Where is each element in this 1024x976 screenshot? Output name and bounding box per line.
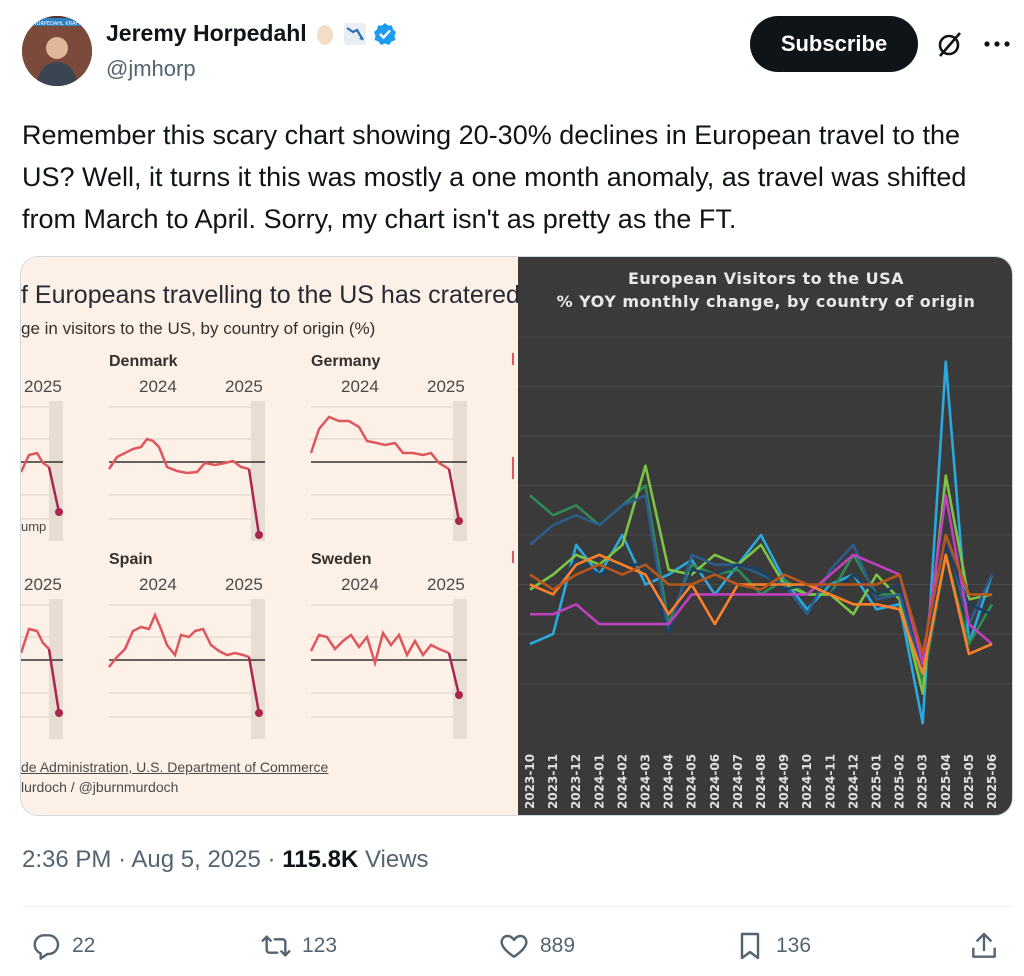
- separator: ·: [118, 846, 132, 873]
- x-tick-label: 2025-03: [916, 754, 930, 809]
- ft-year-label: 2025: [225, 377, 263, 396]
- repost-button[interactable]: 123: [260, 930, 337, 962]
- x-tick-label: 2025-01: [870, 754, 884, 809]
- ft-year-label: 2024: [341, 377, 379, 396]
- chart-decreasing-emoji-icon: [343, 22, 367, 46]
- like-count: 889: [540, 934, 576, 957]
- bookmark-button[interactable]: 136: [734, 930, 811, 962]
- series-line-5: [529, 543, 993, 666]
- ft-year-label: 2024: [139, 575, 177, 594]
- share-icon: [972, 932, 996, 958]
- x-tick-label: 2025-05: [962, 754, 976, 809]
- ft-note: ump: [21, 519, 47, 534]
- ft-year-label: 2025: [225, 575, 263, 594]
- action-bar: 22 123 889 136: [22, 930, 1012, 970]
- ft-year-label: 2025: [427, 377, 465, 396]
- egg-emoji-icon: [313, 22, 337, 46]
- x-tick-label: 2023-11: [546, 754, 560, 809]
- ft-year-label: 2025: [427, 575, 465, 594]
- series-line-6: [530, 494, 993, 666]
- repost-count: 123: [302, 934, 338, 957]
- bookmark-icon: [740, 932, 760, 960]
- x-tick-label: 2023-10: [523, 754, 537, 809]
- separator: ·: [267, 846, 283, 873]
- series-line-4: [529, 494, 994, 676]
- tweet-text: Remember this scary chart showing 20-30%…: [22, 120, 967, 234]
- ft-subtitle: ge in visitors to the US, by country of …: [21, 319, 376, 338]
- views-count: 115.8K: [282, 846, 359, 873]
- ft-year-label: 2025: [24, 377, 62, 396]
- bookmark-count: 136: [776, 934, 812, 957]
- x-tick-label: 2024-09: [777, 754, 791, 809]
- share-button[interactable]: [968, 930, 1000, 962]
- x-tick-label: 2024-04: [662, 754, 676, 809]
- avatar-label: HORPEDAHL KRAFT: [33, 21, 82, 27]
- tweet-time[interactable]: 2:36 PM: [22, 846, 112, 873]
- ft-credit: lurdoch / @jburnmurdoch: [21, 779, 179, 795]
- author-handle[interactable]: @jmhorp: [106, 56, 196, 81]
- ft-country-label: Spain: [109, 551, 153, 568]
- tweet-date[interactable]: Aug 5, 2025: [131, 846, 261, 873]
- x-tick-label: 2025-04: [939, 754, 953, 809]
- x-tick-label: 2024-02: [615, 754, 629, 809]
- reply-button[interactable]: 22: [30, 930, 95, 962]
- avatar[interactable]: HORPEDAHL KRAFT: [22, 16, 92, 86]
- x-tick-label: 2024-11: [823, 754, 837, 809]
- ft-year-label: 2024: [139, 377, 177, 396]
- like-icon: [500, 934, 528, 958]
- ft-country-label: Germany: [311, 353, 381, 370]
- chart-subtitle: % YOY monthly change, by country of orig…: [556, 292, 976, 311]
- yoy-chart-image: European Visitors to the USA % YOY month…: [518, 257, 1012, 815]
- series-line-7: [529, 553, 993, 676]
- x-tick-label: 2024-10: [800, 754, 814, 809]
- x-tick-label: 2023-12: [569, 754, 583, 809]
- like-button[interactable]: 889: [498, 930, 575, 962]
- ft-year-label: 2025: [24, 575, 62, 594]
- grok-icon[interactable]: [934, 30, 964, 60]
- series-line-1: [529, 360, 994, 725]
- x-tick-label: 2025-06: [985, 754, 999, 809]
- ft-country-label: Denmark: [109, 353, 178, 370]
- subscribe-button[interactable]: Subscribe: [750, 16, 918, 72]
- ft-small-multiples: [21, 353, 514, 739]
- views-label: Views: [364, 846, 429, 873]
- x-tick-label: 2024-06: [708, 754, 722, 809]
- author-name-row: Jeremy Horpedahl: [106, 20, 397, 47]
- divider: [22, 906, 1012, 907]
- x-tick-label: 2024-05: [685, 754, 699, 809]
- x-tick-label: 2024-01: [592, 754, 606, 809]
- tweet-media[interactable]: f Europeans travelling to the US has cra…: [20, 256, 1013, 816]
- x-tick-label: 2024-08: [754, 754, 768, 809]
- x-tick-label: 2024-03: [639, 754, 653, 809]
- chart-title: European Visitors to the USA: [627, 269, 905, 288]
- repost-icon: [261, 935, 291, 957]
- tweet-header: HORPEDAHL KRAFT Jeremy Horpedahl @jmhorp…: [22, 16, 1012, 88]
- x-tick-label: 2024-07: [731, 754, 745, 809]
- x-tick-label: 2025-02: [893, 754, 907, 809]
- yoy-chart-svg: 2023-10 2023-11 2023-12 2024-01 2024-02 2024-…: [518, 336, 1012, 809]
- tweet-stats: 2:36 PM · Aug 5, 2025 · 115.8K Views: [22, 846, 429, 874]
- x-tick-label: 2024-12: [846, 754, 860, 809]
- ft-chart-image: f Europeans travelling to the US has cra…: [21, 257, 520, 815]
- more-icon[interactable]: [982, 34, 1012, 54]
- reply-icon: [33, 934, 60, 960]
- ft-country-label: Sweden: [311, 551, 372, 568]
- series-line-8: [529, 533, 992, 656]
- ft-year-label: 2024: [341, 575, 379, 594]
- verified-badge-icon[interactable]: [373, 22, 397, 46]
- reply-count: 22: [72, 934, 96, 957]
- ft-source: de Administration, U.S. Department of Co…: [21, 759, 329, 775]
- author-name[interactable]: Jeremy Horpedahl: [106, 20, 307, 46]
- ft-title: f Europeans travelling to the US has cra…: [21, 281, 520, 309]
